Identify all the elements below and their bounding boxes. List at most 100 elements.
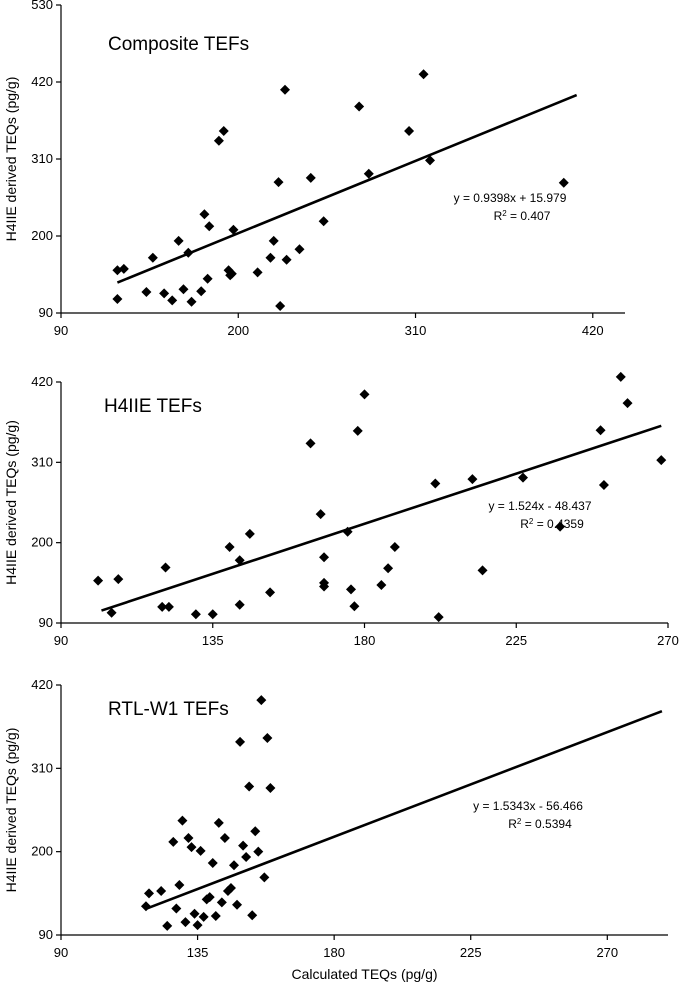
data-point — [178, 284, 189, 295]
y-tick-label: 200 — [31, 228, 53, 243]
data-point — [198, 911, 209, 922]
data-point — [615, 371, 626, 382]
data-point — [352, 425, 363, 436]
data-point — [318, 216, 329, 227]
data-point — [241, 851, 252, 862]
data-point — [305, 172, 316, 183]
data-point — [265, 252, 276, 263]
x-tick-label: 180 — [354, 633, 376, 648]
x-tick-label: 225 — [460, 945, 482, 960]
y-tick-label: 310 — [31, 454, 53, 469]
data-point — [190, 609, 201, 620]
data-point — [252, 267, 263, 278]
data-point — [256, 695, 267, 706]
data-point — [404, 126, 415, 136]
y-tick-label: 200 — [31, 535, 53, 550]
x-axis-label: Calculated TEQs (pg/g) — [291, 966, 437, 982]
data-point — [93, 575, 104, 586]
data-point — [656, 455, 667, 466]
x-tick-label: 310 — [405, 323, 427, 338]
y-tick-label: 420 — [31, 677, 53, 692]
data-point — [305, 438, 316, 449]
data-point — [418, 69, 429, 80]
data-point — [262, 733, 273, 744]
chart-title: RTL-W1 TEFs — [108, 699, 229, 720]
y-tick-label: 90 — [39, 615, 53, 630]
chart-title: H4IIE TEFs — [104, 396, 202, 417]
data-point — [622, 398, 633, 409]
data-point — [186, 296, 197, 307]
data-point — [363, 168, 374, 179]
data-point — [383, 563, 394, 574]
data-point — [430, 478, 441, 489]
data-point — [250, 826, 261, 837]
r-squared-label: R2 = 0.4359 — [520, 517, 584, 532]
data-point — [228, 224, 239, 235]
data-point — [219, 833, 230, 844]
r-squared-label: R2 = 0.5394 — [508, 817, 572, 832]
x-tick-label: 135 — [202, 633, 224, 648]
data-point — [342, 526, 353, 537]
data-point — [234, 599, 245, 610]
x-tick-label: 270 — [596, 945, 618, 960]
data-point — [226, 268, 237, 279]
y-tick-label: 420 — [31, 74, 53, 89]
data-point — [168, 836, 179, 847]
data-point — [199, 209, 210, 220]
data-point — [174, 880, 185, 890]
x-tick-label: 225 — [505, 633, 527, 648]
data-point — [349, 601, 360, 612]
data-point — [354, 101, 365, 112]
data-point — [268, 235, 279, 246]
data-point — [234, 555, 245, 566]
data-point — [207, 858, 218, 869]
data-point — [265, 783, 276, 794]
data-point — [253, 846, 264, 857]
data-point — [213, 817, 224, 828]
data-point — [192, 920, 203, 931]
data-point — [213, 135, 224, 146]
data-point — [279, 84, 290, 95]
y-axis-label: H4IIE derived TEQs (pg/g) — [3, 77, 19, 242]
data-point — [244, 781, 255, 792]
x-tick-label: 90 — [54, 945, 68, 960]
data-point — [389, 542, 400, 553]
data-point — [467, 474, 478, 485]
y-tick-label: 310 — [31, 760, 53, 775]
data-point — [141, 287, 152, 297]
y-tick-label: 200 — [31, 844, 53, 859]
data-point — [225, 883, 236, 894]
y-tick-label: 530 — [31, 0, 53, 12]
x-tick-label: 135 — [187, 945, 209, 960]
data-point — [433, 612, 444, 623]
data-point — [112, 265, 123, 276]
data-point — [555, 521, 566, 532]
data-point — [359, 389, 370, 400]
regression-equation: y = 0.9398x + 15.979 — [454, 191, 567, 205]
data-point — [186, 842, 197, 853]
trendline — [101, 424, 662, 612]
data-point — [281, 254, 292, 265]
data-point — [477, 565, 488, 576]
data-point — [202, 273, 213, 284]
data-point — [147, 252, 158, 263]
trendline — [145, 709, 663, 911]
x-tick-label: 420 — [582, 323, 604, 338]
chart-panel-1: 90 200 310 420 530 90 200 310 420 Composite TEFs H… — [3, 0, 625, 338]
chart-panel-2: 90 200 310 420 90 135 180 225 270 H4IIE TEFs H4IIE… — [3, 371, 679, 648]
data-point — [425, 155, 436, 166]
data-point — [273, 177, 284, 188]
x-tick-label: 270 — [657, 633, 679, 648]
data-point — [163, 601, 174, 612]
data-point — [595, 425, 606, 436]
data-point — [156, 886, 167, 897]
data-point — [106, 607, 117, 618]
data-point — [207, 609, 218, 620]
data-point — [210, 911, 221, 922]
data-point — [204, 221, 215, 232]
data-point — [171, 903, 182, 914]
y-axis-label: H4IIE derived TEQs (pg/g) — [3, 728, 19, 893]
data-point — [224, 542, 235, 553]
data-point — [140, 901, 151, 912]
